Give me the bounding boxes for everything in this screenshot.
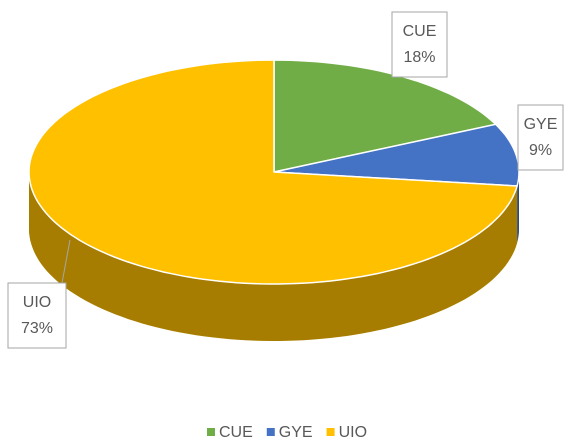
data-label-box xyxy=(391,11,448,78)
legend-label: CUE xyxy=(219,424,253,441)
legend-swatch xyxy=(207,428,215,436)
legend-swatch xyxy=(266,428,275,436)
slice-side xyxy=(517,172,519,243)
slice-side xyxy=(29,172,518,341)
leader-line xyxy=(61,239,71,284)
data-label-value: 73% xyxy=(21,320,53,337)
data-label-name: GYE xyxy=(524,116,558,133)
slice xyxy=(28,59,518,285)
data-label-box xyxy=(517,104,564,171)
data-label-name: UIO xyxy=(23,294,51,311)
legend-label: GYE xyxy=(279,424,313,441)
legend-label: UIO xyxy=(339,424,367,441)
side-shade xyxy=(29,172,518,341)
data-label-value: 9% xyxy=(529,142,552,159)
data-label-value: 18% xyxy=(403,49,435,66)
slice xyxy=(273,123,520,187)
data-label-box xyxy=(7,282,67,349)
data-label-name: CUE xyxy=(403,23,437,40)
legend-swatch xyxy=(326,428,335,436)
side-shade xyxy=(517,172,519,243)
